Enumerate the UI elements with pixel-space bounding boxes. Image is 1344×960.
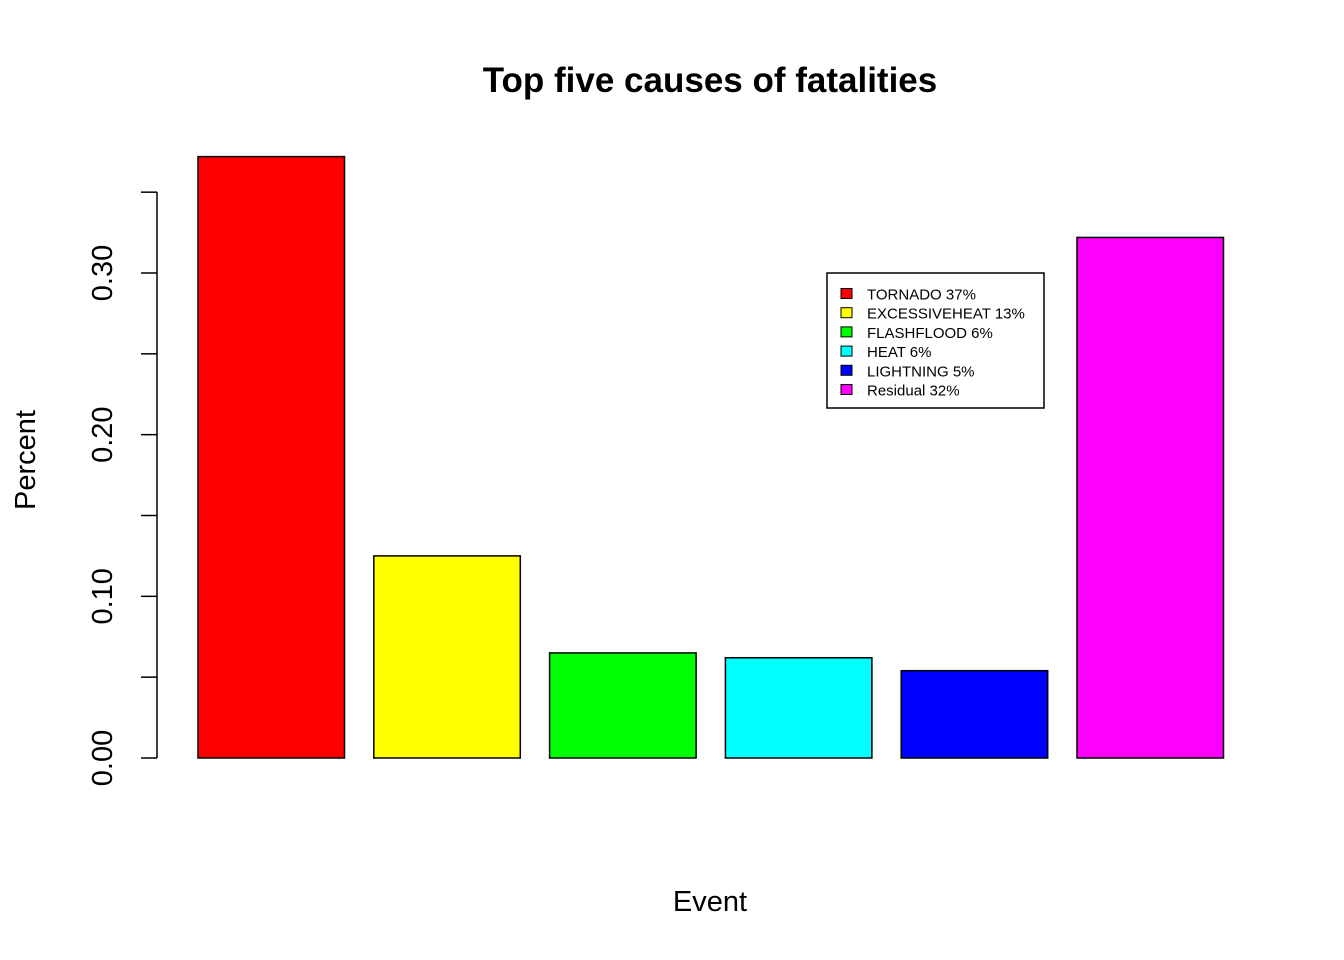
legend-label: LIGHTNING 5% [867,363,975,380]
bar [548,652,697,759]
legend-swatch [840,307,853,319]
y-tick-label: 0.30 [87,245,119,301]
legend-box [826,272,1045,409]
x-axis-label: Event [673,886,747,918]
legend-swatch [840,364,853,376]
legend-label: TORNADO 37% [867,287,976,304]
y-axis-label: Percent [10,410,42,510]
bar [197,155,346,759]
chart-title: Top five causes of fatalities [483,61,938,100]
bar [1076,236,1225,759]
y-tick-label: 0.00 [87,730,119,786]
y-tick-label: 0.20 [87,406,119,462]
legend-label: Residual 32% [867,383,960,400]
legend-label: EXCESSIVEHEAT 13% [867,306,1025,323]
bars-group [197,155,1225,759]
legend-swatch [840,345,853,357]
bar [724,657,873,759]
legend-swatch [840,288,853,299]
y-tick-label: 0.10 [87,568,119,624]
legend-swatch [840,384,853,395]
bar [900,669,1049,759]
legend-label: HEAT 6% [867,344,931,361]
bar [373,555,522,759]
y-axis: 0.00 0.10 0.20 0.30 [87,191,158,786]
legend-swatch [840,326,853,338]
legend: TORNADO 37% EXCESSIVEHEAT 13% FLASHFLOOD 6… [826,272,1045,409]
legend-label: FLASHFLOOD 6% [867,325,993,342]
